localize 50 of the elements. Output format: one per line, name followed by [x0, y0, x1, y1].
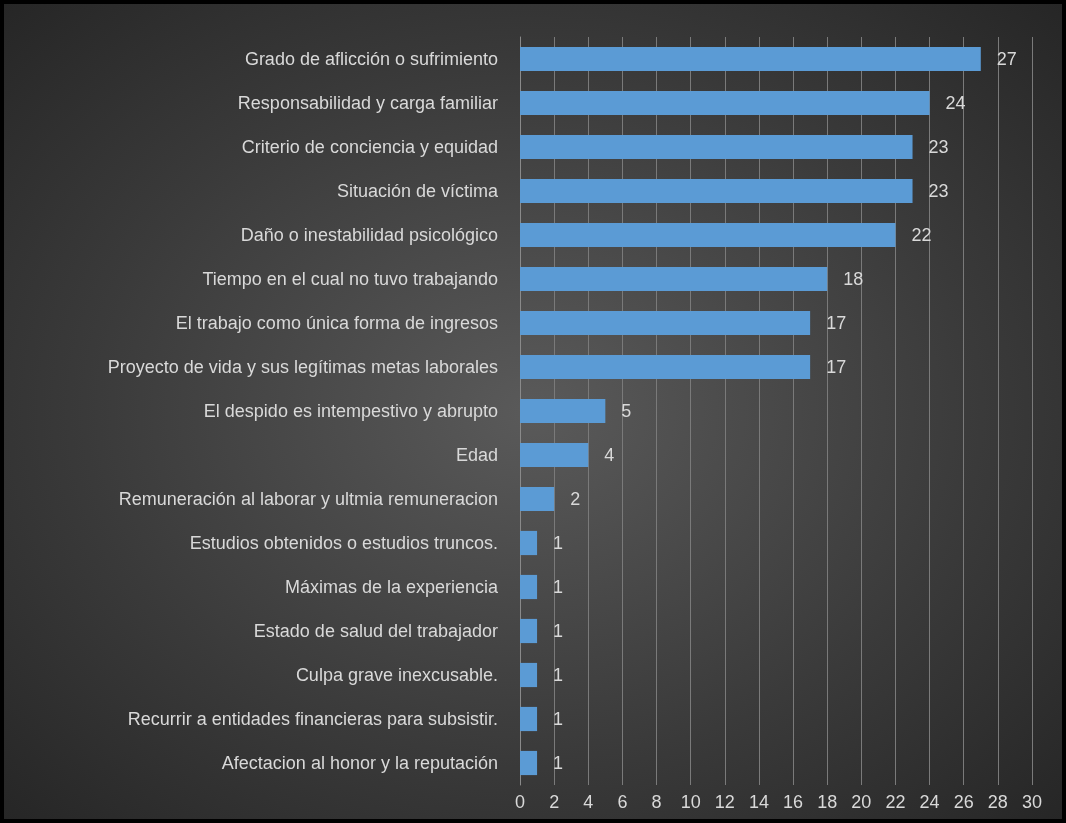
x-tick-label: 16: [783, 792, 804, 812]
x-tick-label: 6: [617, 792, 628, 812]
x-tick-label: 30: [1021, 792, 1043, 812]
y-tick-label: Situación de víctima: [336, 181, 499, 201]
x-tick-label: 18: [817, 792, 838, 812]
x-tick-label: 10: [680, 792, 701, 812]
data-label: 1: [553, 665, 564, 685]
data-label: 1: [553, 709, 564, 729]
data-label: 24: [945, 93, 966, 113]
x-tick-label: 4: [583, 792, 594, 812]
x-tick-label: 12: [714, 792, 735, 812]
y-tick-label: Proyecto de vida y sus legítimas metas laborales: [107, 357, 498, 377]
data-label: 22: [911, 225, 932, 245]
y-tick-label: Criterio de conciencia y equidad: [241, 137, 498, 157]
x-tick-label: 20: [851, 792, 872, 812]
x-tick-label: 28: [987, 792, 1008, 812]
x-tick-label: 8: [651, 792, 662, 812]
data-label: 23: [928, 181, 949, 201]
y-tick-label: Edad: [455, 445, 498, 465]
y-tick-label: Remuneración al laborar y ultmia remuneracion: [118, 489, 498, 509]
y-tick-label: Tiempo en el cual no tuvo trabajando: [202, 269, 498, 289]
y-tick-label: Culpa grave inexcusable.: [295, 665, 498, 685]
y-tick-label: Daño o inestabilidad psicológico: [240, 225, 498, 245]
data-label: 5: [621, 401, 632, 421]
data-label: 17: [826, 357, 847, 377]
y-tick-label: El trabajo como única forma de ingresos: [175, 313, 498, 333]
x-tick-label: 24: [919, 792, 940, 812]
data-label: 1: [553, 533, 564, 553]
x-tick-label: 2: [549, 792, 560, 812]
y-tick-label: El despido es intempestivo y abrupto: [203, 401, 498, 421]
y-tick-label: Afectacion al honor y la reputación: [221, 753, 498, 773]
data-label: 17: [826, 313, 847, 333]
y-tick-label: Recurrir a entidades financieras para subsistir.: [127, 709, 498, 729]
data-label: 2: [570, 489, 581, 509]
data-label: 1: [553, 621, 564, 641]
x-tick-label: 14: [748, 792, 769, 812]
data-label: 18: [843, 269, 864, 289]
y-tick-label: Responsabilidad y carga familiar: [237, 93, 498, 113]
data-label: 1: [553, 577, 564, 597]
x-tick-label: 26: [953, 792, 974, 812]
data-label: 4: [604, 445, 615, 465]
data-label: 1: [553, 753, 564, 773]
y-tick-label: Grado de aflicción o sufrimiento: [244, 49, 498, 69]
x-tick-label: 0: [514, 792, 526, 812]
data-label: 23: [928, 137, 949, 157]
y-tick-label: Estado de salud del trabajador: [253, 621, 498, 641]
y-tick-label: Estudios obtenidos o estudios truncos.: [189, 533, 498, 553]
y-tick-label: Máximas de la experiencia: [284, 577, 499, 597]
data-label: 27: [996, 49, 1017, 69]
x-tick-label: 22: [885, 792, 906, 812]
